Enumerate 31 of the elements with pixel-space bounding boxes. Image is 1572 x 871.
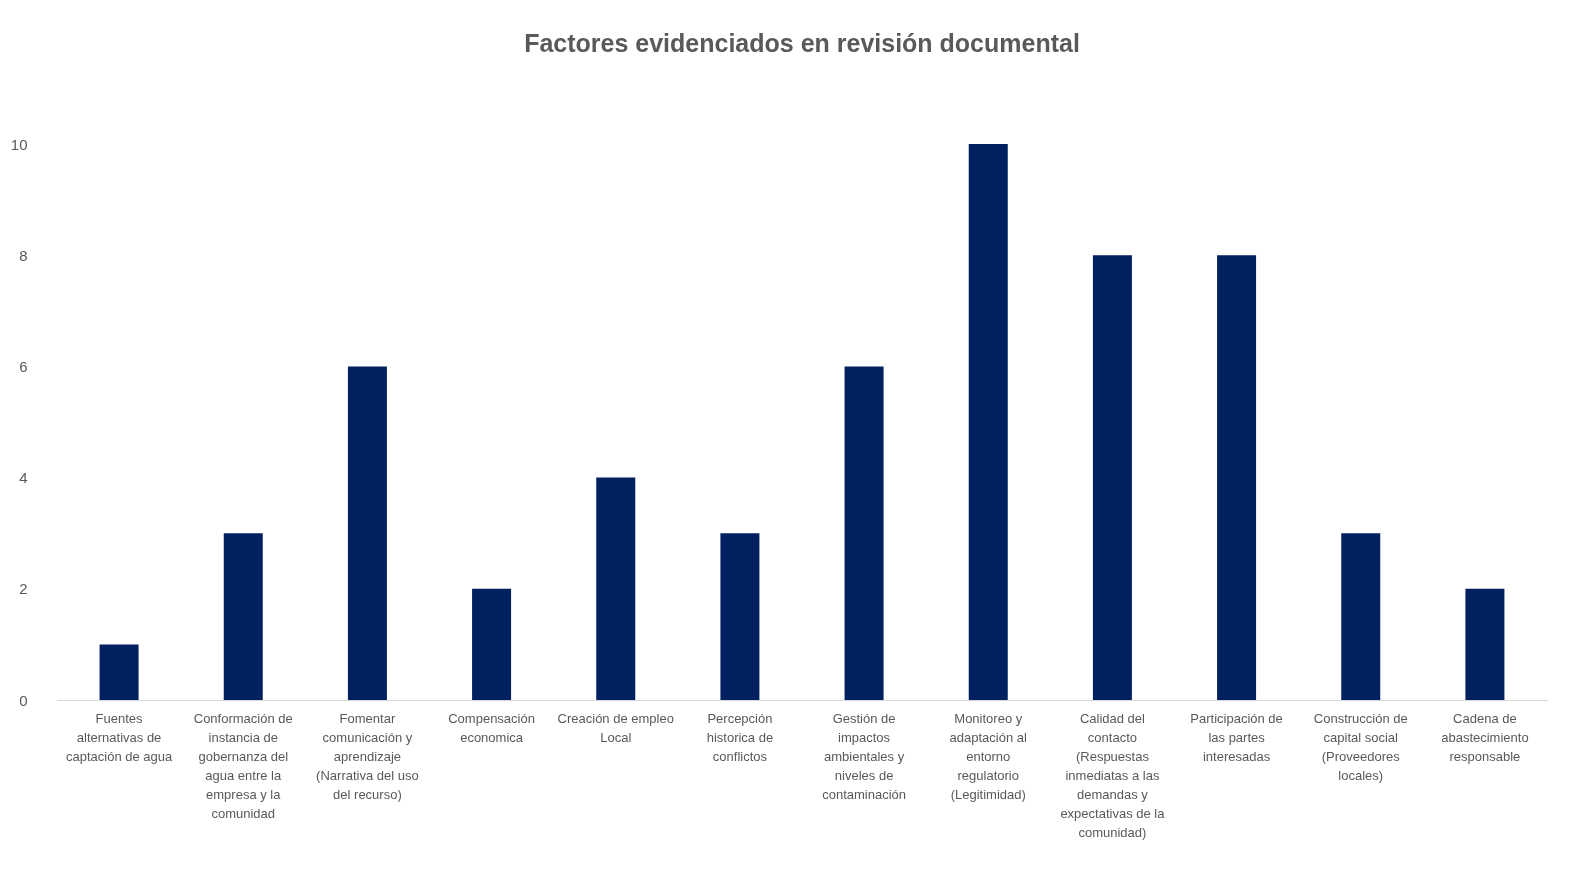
x-tick-label: Compensación economica [448, 710, 535, 745]
x-tick-label: Participación de las partes interesadas [1190, 710, 1283, 764]
y-tick-label: 0 [19, 691, 28, 709]
bar [720, 533, 760, 700]
y-tick-label: 8 [19, 246, 28, 264]
bar [968, 144, 1008, 700]
bar [1341, 533, 1381, 700]
x-tick-label: Gestión de impactos ambientales y niveles de contaminación [822, 710, 906, 802]
x-tick-label: Conformación de instancia de gobernanza del agua entre la empresa y la comunidad [193, 710, 293, 821]
bar [844, 366, 884, 700]
x-tick-label: Monitoreo y adaptación al entorno regulatorio (Legitimidad) [949, 710, 1028, 802]
x-tick-label: Creación de empleo Local [557, 710, 674, 745]
bar [347, 366, 387, 700]
x-tick-label: Construcción de capital social (Proveedores locales) [1313, 710, 1408, 783]
bar [223, 533, 263, 700]
x-tick-label: Calidad del contacto (Respuestas inmediatas a las demandas y expectativas de la comunidad) [1060, 710, 1166, 840]
x-tick-label: Fomentar comunicación y aprendizaje (Narrativa del uso del recurso) [316, 710, 419, 802]
chart-title: Factores evidenciados en revisión documental [524, 29, 1080, 57]
bar [1465, 588, 1505, 700]
x-tick-label: Cadena de abastecimiento responsable [1441, 710, 1529, 764]
y-tick-label: 4 [19, 469, 28, 487]
bar [472, 588, 512, 700]
bar [1217, 255, 1257, 700]
x-tick-label: Percepción historica de conflictos [706, 710, 774, 764]
bar [596, 477, 636, 700]
x-tick-label: Fuentes alternativas de captación de agua [65, 710, 173, 764]
bar [1092, 255, 1132, 700]
y-tick-label: 6 [19, 357, 28, 375]
y-tick-label: 10 [10, 135, 28, 153]
y-tick-label: 2 [19, 580, 28, 598]
bar [99, 644, 139, 700]
